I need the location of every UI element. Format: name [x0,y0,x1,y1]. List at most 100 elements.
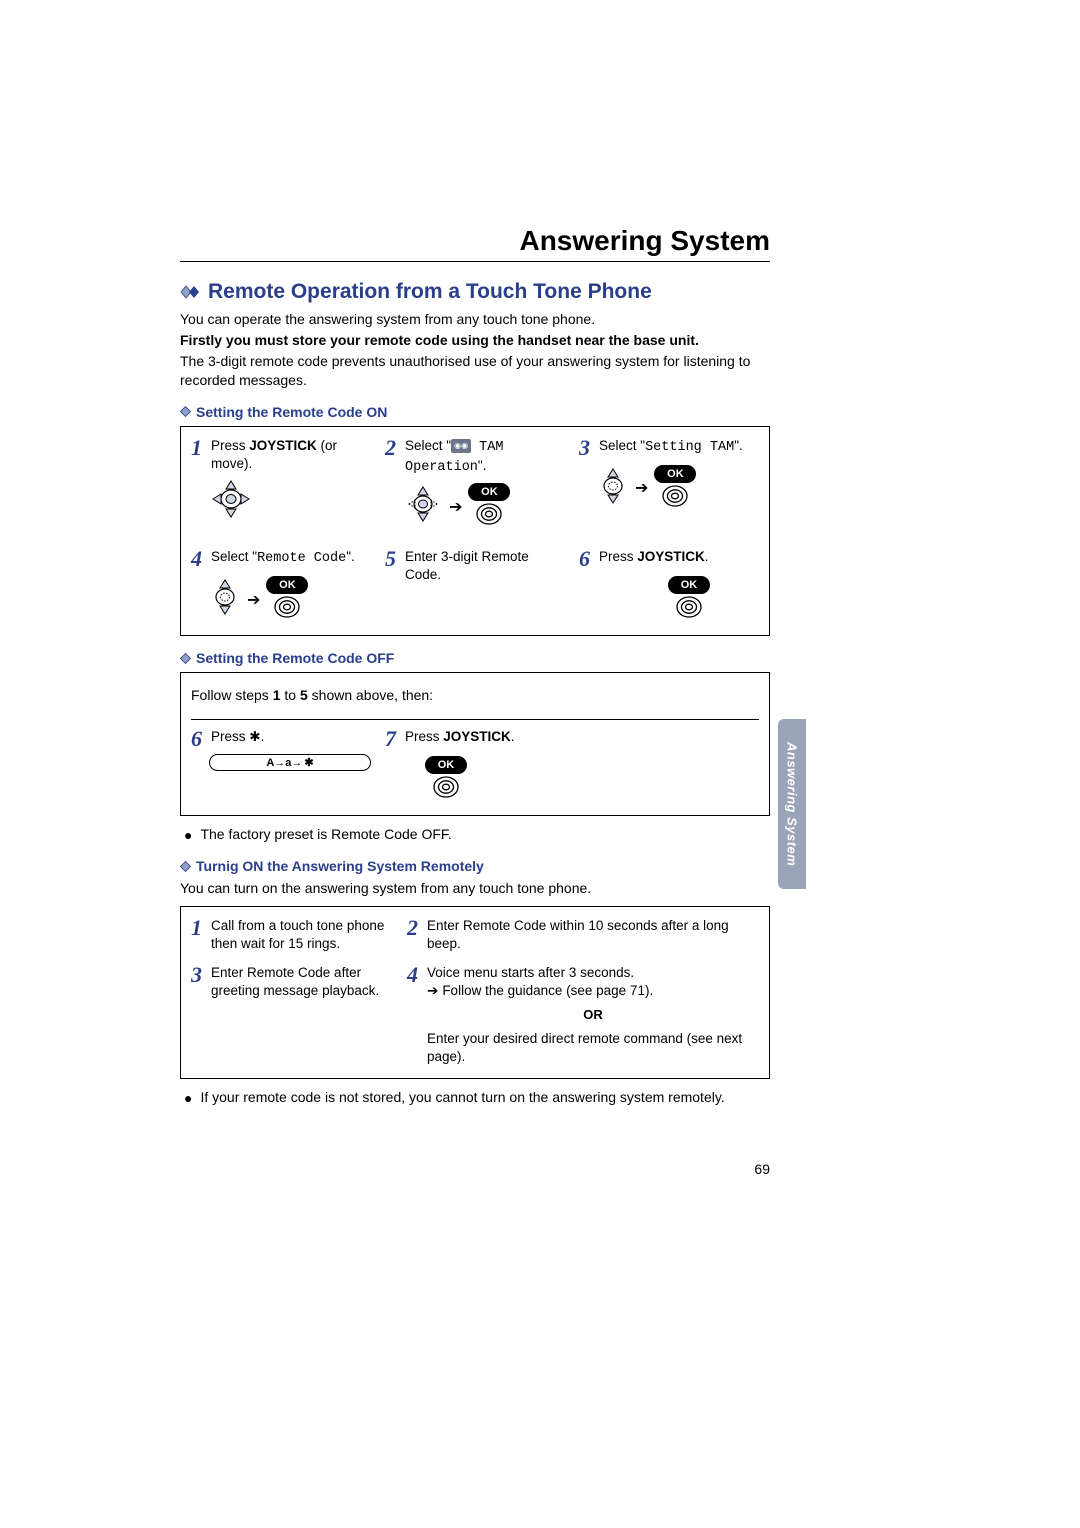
arrow-right-icon: ➔ [635,478,648,498]
page-title: Answering System [180,225,770,257]
sub-heading-on-text: Setting the Remote Code ON [196,404,387,420]
ok-press-icon: OK [425,756,467,803]
steps-on-grid: 1 Press JOYSTICK (or move). [191,437,759,623]
or-label: OR [427,1006,759,1024]
page-number: 69 [180,1161,770,1177]
step-text: Press JOYSTICK. [599,548,709,566]
step-num: 2 [407,917,423,953]
step-num: 4 [407,964,423,1066]
step-2: 2 Select "◉◉ TAM Operation". [385,437,565,530]
step-off-6: 6 Press ✱. A→a→✱ [191,728,371,803]
joystick-updown-icon [597,466,629,511]
side-tab-label: Answering System [785,742,800,866]
ok-press-icon: OK [668,576,710,623]
step-5: 5 Enter 3-digit Remote Code. [385,548,565,623]
sub-heading-turnon-text: Turnig ON the Answering System Remotely [196,858,484,874]
concentric-icon [676,596,702,623]
step-3: 3 Select "Setting TAM". ➔ [579,437,759,530]
ok-press-icon: OK [468,483,510,530]
star-key-icon: A→a→✱ [209,754,371,771]
concentric-icon [274,596,300,623]
ok-pill: OK [654,465,696,483]
steps-off-box: Follow steps 1 to 5 shown above, then: 6… [180,672,770,816]
step-icons: ➔ OK [403,483,565,530]
step-text: Voice menu starts after 3 seconds. ➔Foll… [427,964,759,1066]
side-tab: Answering System [778,719,806,889]
remote-step-1: 1 Call from a touch tone phone then wait… [191,917,391,953]
step-text: Select "Setting TAM". [599,437,743,457]
follow-line: Follow steps 1 to 5 shown above, then: [191,683,759,711]
ok-pill: OK [668,576,710,594]
sub-heading-turnon: Turnig ON the Answering System Remotely [180,858,770,874]
steps-remote-box: 1 Call from a touch tone phone then wait… [180,906,770,1079]
step-num: 3 [579,437,595,459]
remote-step-3: 3 Enter Remote Code after greeting messa… [191,964,391,1066]
step-num: 3 [191,964,207,1066]
step-icons: ➔ OK [209,576,371,623]
steps-remote-grid: 1 Call from a touch tone phone then wait… [191,917,759,1066]
step-num: 6 [191,728,207,750]
concentric-icon [433,776,459,803]
arrow-right-icon: ➔ [427,982,438,1000]
step-text: Press JOYSTICK. [405,728,515,746]
arrow-right-icon: ➔ [247,590,260,610]
intro-line-1: You can operate the answering system fro… [180,310,770,329]
remote-step-4: 4 Voice menu starts after 3 seconds. ➔Fo… [407,964,759,1066]
concentric-icon [662,485,688,512]
step-num: 6 [579,548,595,570]
ok-press-icon: OK [266,576,308,623]
joystick-updown-icon [209,577,241,622]
ok-pill: OK [468,483,510,501]
intro-block: You can operate the answering system fro… [180,310,770,390]
section-title-row: Remote Operation from a Touch Tone Phone [180,280,770,304]
intro-line-2: Firstly you must store your remote code … [180,331,770,350]
turnon-intro: You can turn on the answering system fro… [180,880,770,896]
tam-badge-icon: ◉◉ [451,439,471,453]
note-notstored: ● If your remote code is not stored, you… [184,1089,770,1107]
steps-off-grid: 6 Press ✱. A→a→✱ 7 Press JOYSTICK. [191,728,759,803]
step-text: Press JOYSTICK (or move). [211,437,371,473]
step-num: 1 [191,437,207,459]
title-rule [180,261,770,262]
step-icons [209,479,371,524]
step-off-7: 7 Press JOYSTICK. OK [385,728,565,803]
arrow-right-icon: ➔ [449,497,462,517]
step-text: Call from a touch tone phone then wait f… [211,917,391,953]
step-num: 7 [385,728,401,750]
diamond-icon [180,406,191,417]
step-icons: OK [425,756,565,803]
step-num: 1 [191,917,207,953]
diamond-icon [180,861,191,872]
section-title: Remote Operation from a Touch Tone Phone [208,280,652,304]
concentric-icon [476,503,502,530]
divider [191,719,759,720]
step-text: Select "◉◉ TAM Operation". [405,437,565,477]
step-text: Enter Remote Code after greeting message… [211,964,391,1066]
step-num: 4 [191,548,207,570]
sub-heading-off: Setting the Remote Code OFF [180,650,770,666]
ok-pill: OK [425,756,467,774]
joystick-4way-icon [209,479,253,524]
page-content: Answering System Remote Operation from a… [180,225,770,1107]
step-6: 6 Press JOYSTICK. OK [579,548,759,623]
note-factory: ● The factory preset is Remote Code OFF. [184,826,770,844]
diamond-icon [180,653,191,664]
sub-heading-on: Setting the Remote Code ON [180,404,770,420]
joystick-updown-icon [403,484,443,529]
ok-press-icon: OK [654,465,696,512]
step-text: Press ✱. [211,728,264,746]
step-num: 5 [385,548,401,570]
intro-line-3: The 3-digit remote code prevents unautho… [180,352,770,390]
step-icons: ➔ OK [597,465,759,512]
step-text: Select "Remote Code". [211,548,355,568]
step-text: Enter 3-digit Remote Code. [405,548,565,584]
bullet-icon: ● [184,1089,192,1107]
steps-on-box: 1 Press JOYSTICK (or move). [180,426,770,636]
diamond-pair-icon [180,285,202,299]
step-text: Enter Remote Code within 10 seconds afte… [427,917,759,953]
ok-pill: OK [266,576,308,594]
remote-step-2: 2 Enter Remote Code within 10 seconds af… [407,917,759,953]
sub-heading-off-text: Setting the Remote Code OFF [196,650,394,666]
step-4: 4 Select "Remote Code". ➔ [191,548,371,623]
step-num: 2 [385,437,401,459]
